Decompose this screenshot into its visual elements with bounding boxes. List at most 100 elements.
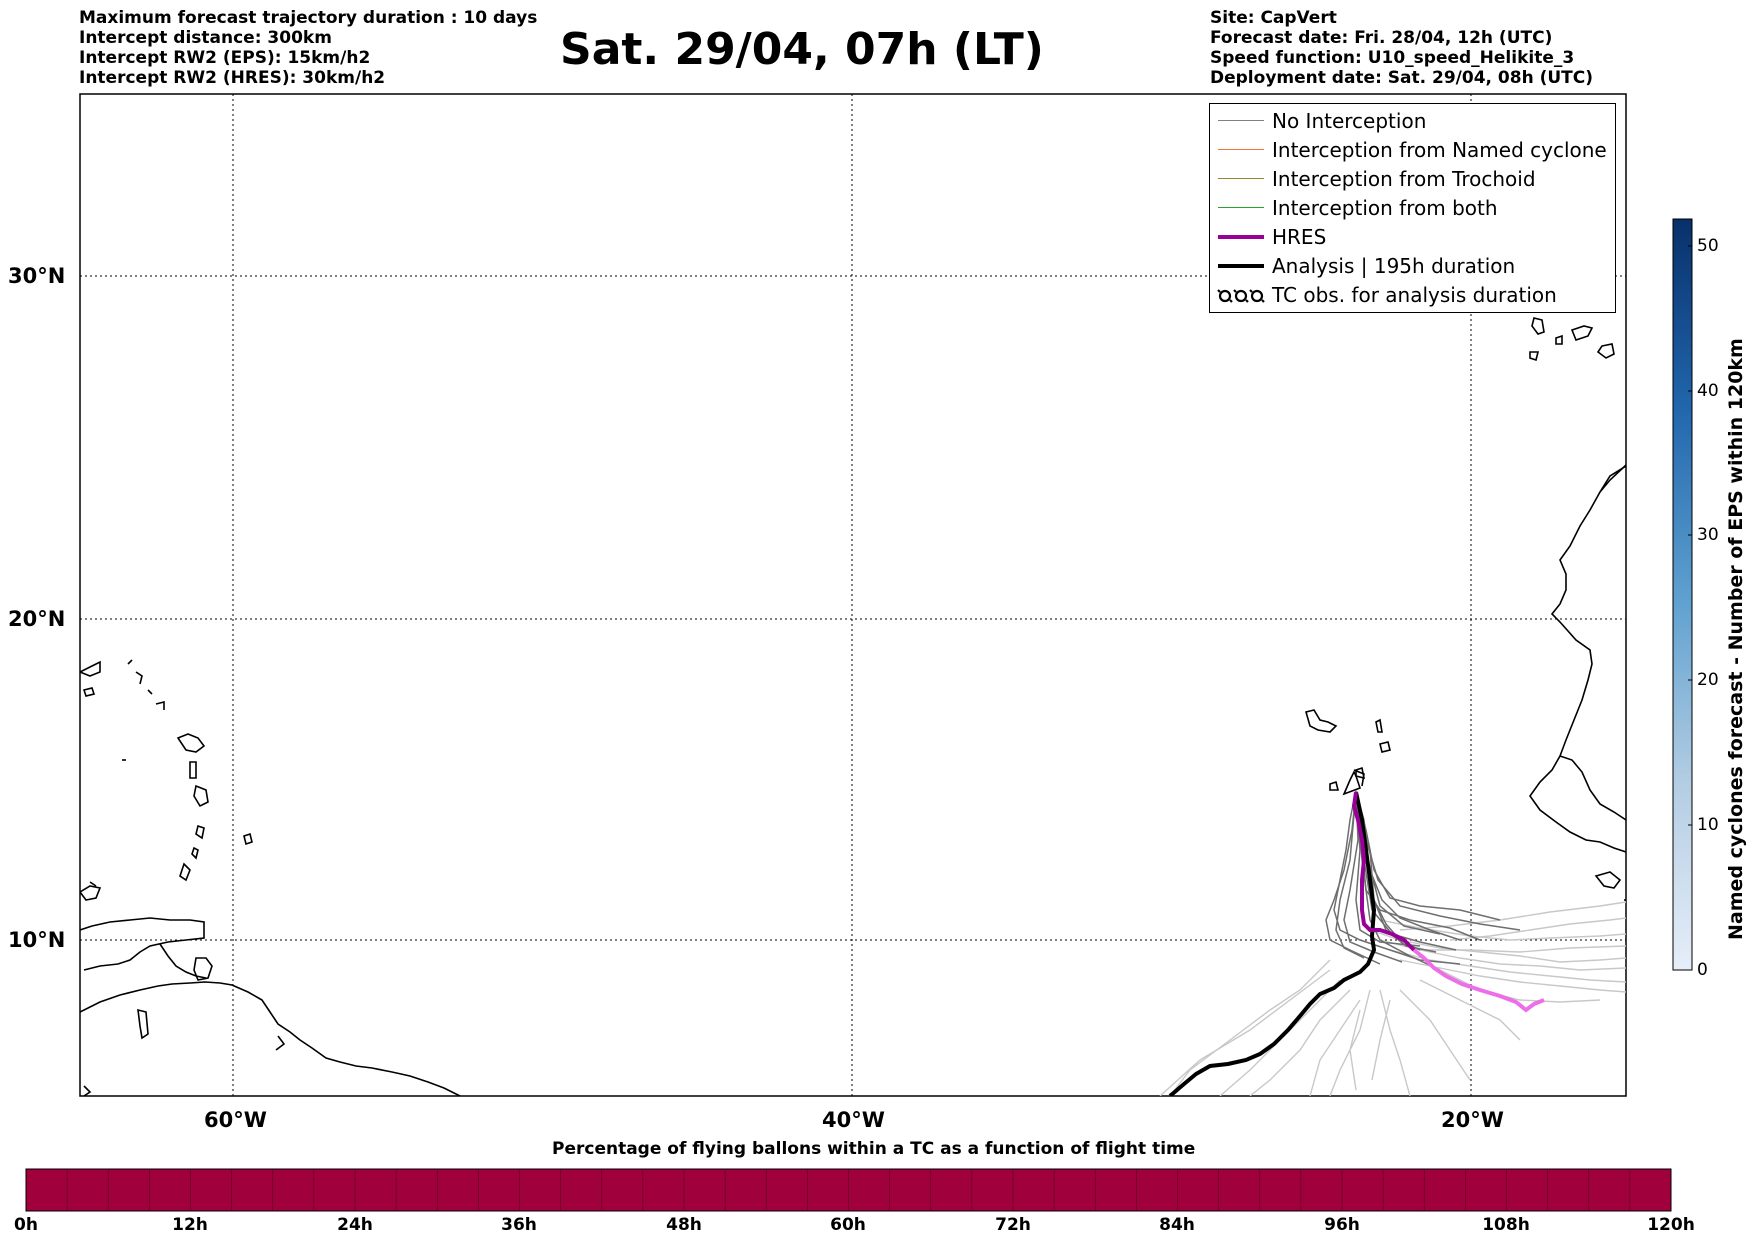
- island-canary-4: [1596, 343, 1615, 359]
- island-barbados: [243, 832, 253, 846]
- legend-item-hres: HRES: [1210, 225, 1615, 249]
- header-left: Maximum forecast trajectory duration : 1…: [79, 8, 537, 88]
- hcbar-tick: 12h: [172, 1215, 208, 1235]
- island-martinique: [193, 784, 209, 808]
- island-cape-verde-2: [1375, 718, 1383, 733]
- island-dominica: [189, 761, 197, 779]
- island-grenada: [137, 1008, 149, 1040]
- legend-label: Interception from Named cyclone: [1272, 138, 1607, 162]
- legend-label: Interception from Trochoid: [1272, 167, 1536, 191]
- lat-label-10n: 10°N: [8, 928, 66, 952]
- header-right-line: Speed function: U10_speed_Helikite_3: [1210, 48, 1575, 68]
- coastline-west: [80, 659, 461, 1096]
- lat-label-20n: 20°N: [8, 607, 66, 631]
- horizontal-colorbar-title: Percentage of flying ballons within a TC…: [552, 1139, 1196, 1159]
- hres-trajectory: [1351, 791, 1416, 952]
- coastline-paria: [159, 943, 207, 979]
- vcbar-tick-20: 20: [1697, 670, 1719, 690]
- header-left-line: Maximum forecast trajectory duration : 1…: [79, 8, 538, 28]
- trajectory-light: [1379, 989, 1411, 1096]
- island-canary-2: [1555, 334, 1563, 345]
- header-left-line: Intercept RW2 (EPS): 15km/h2: [79, 48, 371, 68]
- vcbar-tick-10: 10: [1697, 815, 1719, 835]
- island-canary-1: [1531, 317, 1545, 335]
- tc-obs-icon: [1217, 289, 1265, 303]
- trajectory-light: [1249, 989, 1351, 1096]
- coastline-venezuela: [80, 917, 205, 971]
- coastline-east: [1305, 317, 1626, 901]
- trajectory-light: [1389, 949, 1626, 983]
- hcbar-tick: 84h: [1159, 1215, 1195, 1235]
- page-title: Sat. 29/04, 07h (LT): [560, 24, 1044, 75]
- coastline-west-africa: [1529, 465, 1626, 853]
- trajectory-dark: [1355, 791, 1421, 947]
- header-right: Site: CapVert Forecast date: Fri. 28/04,…: [1210, 8, 1593, 88]
- lon-label-40w: 40°W: [822, 1108, 885, 1132]
- legend-item-trochoid: Interception from Trochoid: [1210, 167, 1615, 191]
- vcbar-tick-30: 30: [1697, 525, 1719, 545]
- legend-label: Interception from both: [1272, 196, 1498, 220]
- legend-label: TC obs. for analysis duration: [1272, 283, 1557, 307]
- legend-item-no-interception: No Interception: [1210, 109, 1615, 133]
- trajectory-dark: [1335, 791, 1365, 959]
- hcbar-tick: 108h: [1482, 1215, 1530, 1235]
- hcbar-tick: 72h: [995, 1215, 1031, 1235]
- legend-item-named-cyclone: Interception from Named cyclone: [1210, 138, 1615, 162]
- lat-label-30n: 30°N: [8, 264, 66, 288]
- hcbar-tick: 120h: [1647, 1215, 1695, 1235]
- header-right-line: Site: CapVert: [1210, 8, 1337, 28]
- coastline-guinea: [1559, 755, 1626, 821]
- hcbar-tick: 0h: [14, 1215, 38, 1235]
- island-canary-3: [1570, 325, 1594, 341]
- legend-label: Analysis | 195h duration: [1272, 254, 1516, 278]
- vcbar-tick-50: 50: [1697, 236, 1719, 256]
- vertical-colorbar: [1672, 218, 1693, 971]
- island-guadeloupe: [176, 733, 206, 753]
- vcbar-tick-40: 40: [1697, 381, 1719, 401]
- trajectory-light: [1449, 917, 1626, 941]
- trajectory-light: [1309, 999, 1361, 1096]
- island-cape-verde-4: [1329, 780, 1340, 791]
- horizontal-colorbar-ticks: [66, 1169, 1631, 1211]
- hcbar-tick: 96h: [1324, 1215, 1360, 1235]
- legend-item-tc-obs: TC obs. for analysis duration: [1210, 283, 1615, 307]
- island-cape-verde-1: [1305, 709, 1338, 733]
- legend: No Interception Interception from Named …: [1209, 103, 1616, 313]
- island-vi: [82, 687, 96, 697]
- trajectory-dark: [1325, 791, 1381, 965]
- trajectory-dark: [1355, 791, 1501, 921]
- vertical-colorbar-title: Named cyclones forecast - Number of EPS …: [1725, 338, 1747, 940]
- trajectory-light: [1349, 1009, 1361, 1091]
- island-puerto-rico: [80, 660, 101, 677]
- hcbar-tick: 24h: [337, 1215, 373, 1235]
- legend-label: HRES: [1272, 225, 1327, 249]
- island-cape-verde-3: [1379, 741, 1391, 753]
- lon-label-60w: 60°W: [204, 1108, 267, 1132]
- island-st-vincent: [191, 846, 199, 860]
- trajectory-light: [1371, 999, 1391, 1081]
- trajectory-light: [1399, 989, 1471, 1081]
- legend-item-both: Interception from both: [1210, 196, 1615, 220]
- island-st-lucia: [195, 824, 205, 840]
- legend-item-analysis: Analysis | 195h duration: [1210, 254, 1615, 278]
- trajectory-light: [1419, 979, 1521, 1041]
- island-trinidad: [193, 957, 213, 981]
- island-canary-5: [1529, 351, 1540, 362]
- header-right-line: Forecast date: Fri. 28/04, 12h (UTC): [1210, 28, 1553, 48]
- hcbar-tick: 36h: [501, 1215, 537, 1235]
- trajectory-light: [1159, 969, 1331, 1096]
- island-antigua: [147, 689, 153, 695]
- vcbar-tick-0: 0: [1697, 960, 1708, 980]
- analysis-trajectory: [1168, 791, 1377, 1096]
- header-left-line: Intercept RW2 (HRES): 30km/h2: [79, 68, 386, 88]
- trajectory-light: [1169, 959, 1331, 1096]
- coastline-south-america: [80, 981, 461, 1096]
- hcbar-tick: 48h: [666, 1215, 702, 1235]
- island-tobago: [80, 885, 102, 901]
- legend-label: No Interception: [1272, 109, 1427, 133]
- island-cape-verde-6: [1342, 770, 1362, 796]
- hres-trajectory-late: [1412, 948, 1545, 1013]
- hcbar-tick: 60h: [830, 1215, 866, 1235]
- header-left-line: Intercept distance: 300km: [79, 28, 332, 48]
- lon-label-20w: 20°W: [1441, 1108, 1504, 1132]
